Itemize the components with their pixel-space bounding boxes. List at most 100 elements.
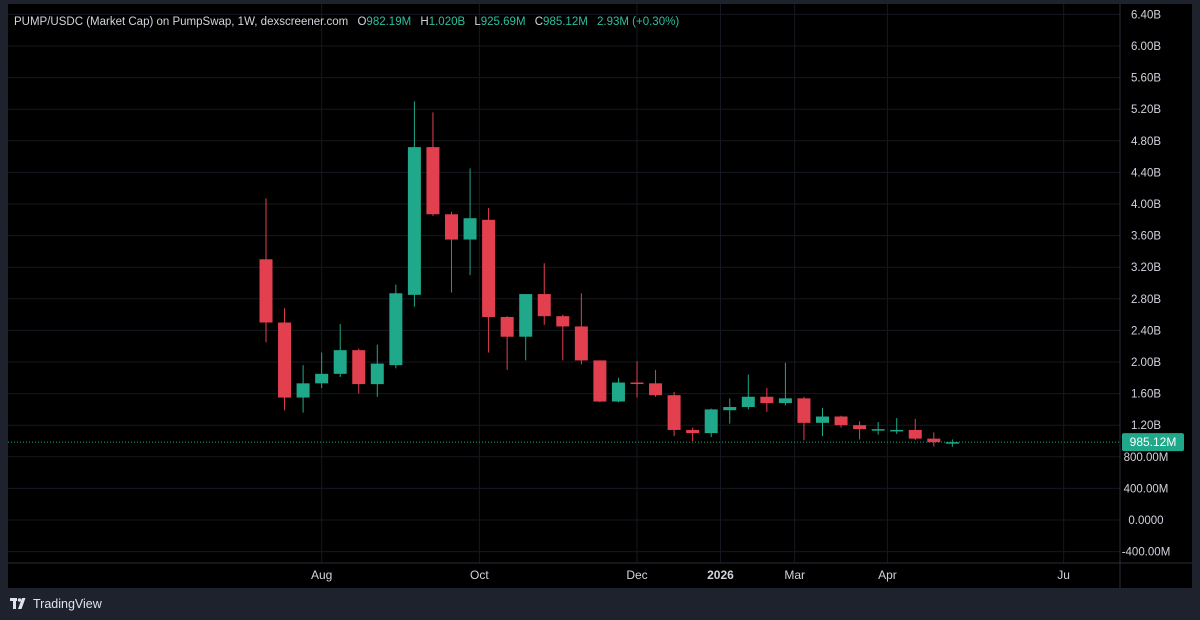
candle[interactable] xyxy=(593,360,607,403)
candle-body xyxy=(778,398,792,404)
y-tick-label: 2.00B xyxy=(1131,357,1161,369)
candle-body xyxy=(593,360,607,402)
close-value: 985.12M xyxy=(543,16,588,28)
candle[interactable] xyxy=(741,374,755,410)
close-label: C xyxy=(534,16,544,28)
candle[interactable] xyxy=(445,211,458,293)
candle[interactable] xyxy=(463,168,477,276)
y-tick-label: 6.40B xyxy=(1131,9,1161,21)
candle[interactable] xyxy=(927,432,941,447)
candle[interactable] xyxy=(630,361,644,398)
y-tick-label: 800.00M xyxy=(1124,452,1169,464)
candle-body xyxy=(315,373,329,384)
candle[interactable] xyxy=(389,284,403,369)
candle[interactable] xyxy=(908,418,922,441)
y-tick-label: 1.60B xyxy=(1131,389,1161,401)
candle[interactable] xyxy=(686,427,700,441)
candles[interactable] xyxy=(259,101,959,447)
y-tick-label: 2.40B xyxy=(1131,325,1161,337)
candle-body xyxy=(556,316,570,327)
candle[interactable] xyxy=(537,263,551,325)
candle[interactable] xyxy=(704,408,718,438)
symbol-title: PUMP/USDC (Market Cap) on PumpSwap, 1W, … xyxy=(14,16,349,28)
candle[interactable] xyxy=(871,422,885,435)
x-tick-label: Aug xyxy=(311,568,332,582)
candle[interactable] xyxy=(797,396,811,441)
candle-body xyxy=(445,214,458,240)
candle[interactable] xyxy=(834,415,848,428)
y-tick-label: 0.0000 xyxy=(1128,515,1163,527)
candle-body xyxy=(537,294,551,317)
candle[interactable] xyxy=(333,324,347,378)
chart-frame[interactable]: 6.40B 6.00B 5.60B 5.20B 4.80B 4.40B 4.00B 3.60B… xyxy=(8,4,1192,588)
candle-body xyxy=(333,350,347,374)
candle-body xyxy=(574,326,588,361)
candle[interactable] xyxy=(519,294,533,361)
high-value: 1.020B xyxy=(428,16,466,28)
x-tick-label: 2026 xyxy=(707,568,734,582)
y-axis[interactable]: 6.40B 6.00B 5.60B 5.20B 4.80B 4.40B 4.00B 3.60B… xyxy=(1119,4,1171,588)
candle-body xyxy=(853,425,867,430)
y-tick-label: 3.60B xyxy=(1131,231,1161,243)
y-tick-label: 400.00M xyxy=(1124,483,1169,495)
candle[interactable] xyxy=(611,377,625,403)
candle[interactable] xyxy=(259,198,273,343)
x-axis[interactable]: Aug Oct Dec 2026 Mar Apr Ju xyxy=(8,562,1192,582)
y-tick-label: 1.20B xyxy=(1131,420,1161,432)
candle[interactable] xyxy=(482,207,496,353)
y-tick-label: 6.00B xyxy=(1131,41,1161,53)
candle[interactable] xyxy=(296,365,310,413)
candle[interactable] xyxy=(667,392,681,437)
candle-body xyxy=(519,294,533,337)
candle[interactable] xyxy=(370,344,384,397)
price-tag-value: 985.12M xyxy=(1130,435,1177,449)
open-label: O xyxy=(357,16,367,28)
candle-body xyxy=(630,382,644,385)
candle-body xyxy=(370,363,384,385)
candle-body xyxy=(278,322,292,398)
candle-body xyxy=(259,259,273,323)
candle[interactable] xyxy=(352,348,366,394)
candle-body xyxy=(352,350,366,385)
y-tick-label: -400.00M xyxy=(1122,547,1171,559)
candle[interactable] xyxy=(574,293,588,365)
candle-body xyxy=(945,442,959,444)
candle[interactable] xyxy=(853,421,867,440)
x-tick-label: Ju xyxy=(1057,568,1070,582)
candle[interactable] xyxy=(760,388,774,412)
y-tick-label: 4.80B xyxy=(1131,136,1161,148)
x-tick-label: Apr xyxy=(878,568,897,582)
candle[interactable] xyxy=(407,101,421,307)
candle[interactable] xyxy=(500,316,514,370)
tradingview-logo-icon xyxy=(10,598,26,609)
y-tick-label: 5.20B xyxy=(1131,104,1161,116)
candle[interactable] xyxy=(315,352,329,389)
candle[interactable] xyxy=(278,308,292,411)
candle-body xyxy=(649,383,663,396)
candle[interactable] xyxy=(649,369,663,397)
candle[interactable] xyxy=(426,112,440,216)
candle-body xyxy=(834,416,848,426)
candle-body xyxy=(611,382,625,402)
candle-body xyxy=(816,416,829,423)
candle-body xyxy=(296,383,310,398)
candle[interactable] xyxy=(778,362,792,406)
grid xyxy=(8,4,1120,563)
x-tick-label: Oct xyxy=(470,568,489,582)
high-label: H xyxy=(420,16,429,28)
candle-body xyxy=(500,316,514,337)
y-tick-label: 3.20B xyxy=(1131,262,1161,274)
y-tick-label: 2.80B xyxy=(1131,294,1161,306)
candle[interactable] xyxy=(816,407,829,437)
candle[interactable] xyxy=(723,398,737,424)
candle-body xyxy=(482,219,496,317)
candlestick-chart[interactable]: 6.40B 6.00B 5.60B 5.20B 4.80B 4.40B 4.00B 3.60B… xyxy=(8,4,1192,588)
candle-body xyxy=(426,147,440,215)
candle[interactable] xyxy=(890,418,904,434)
candle[interactable] xyxy=(556,314,570,361)
tradingview-brand[interactable]: TradingView xyxy=(10,597,102,611)
last-price-tag: 985.12M xyxy=(1122,433,1184,452)
change-value: 2.93M (+0.30%) xyxy=(597,16,680,28)
y-tick-label: 4.00B xyxy=(1131,199,1161,211)
candle[interactable] xyxy=(945,439,959,447)
